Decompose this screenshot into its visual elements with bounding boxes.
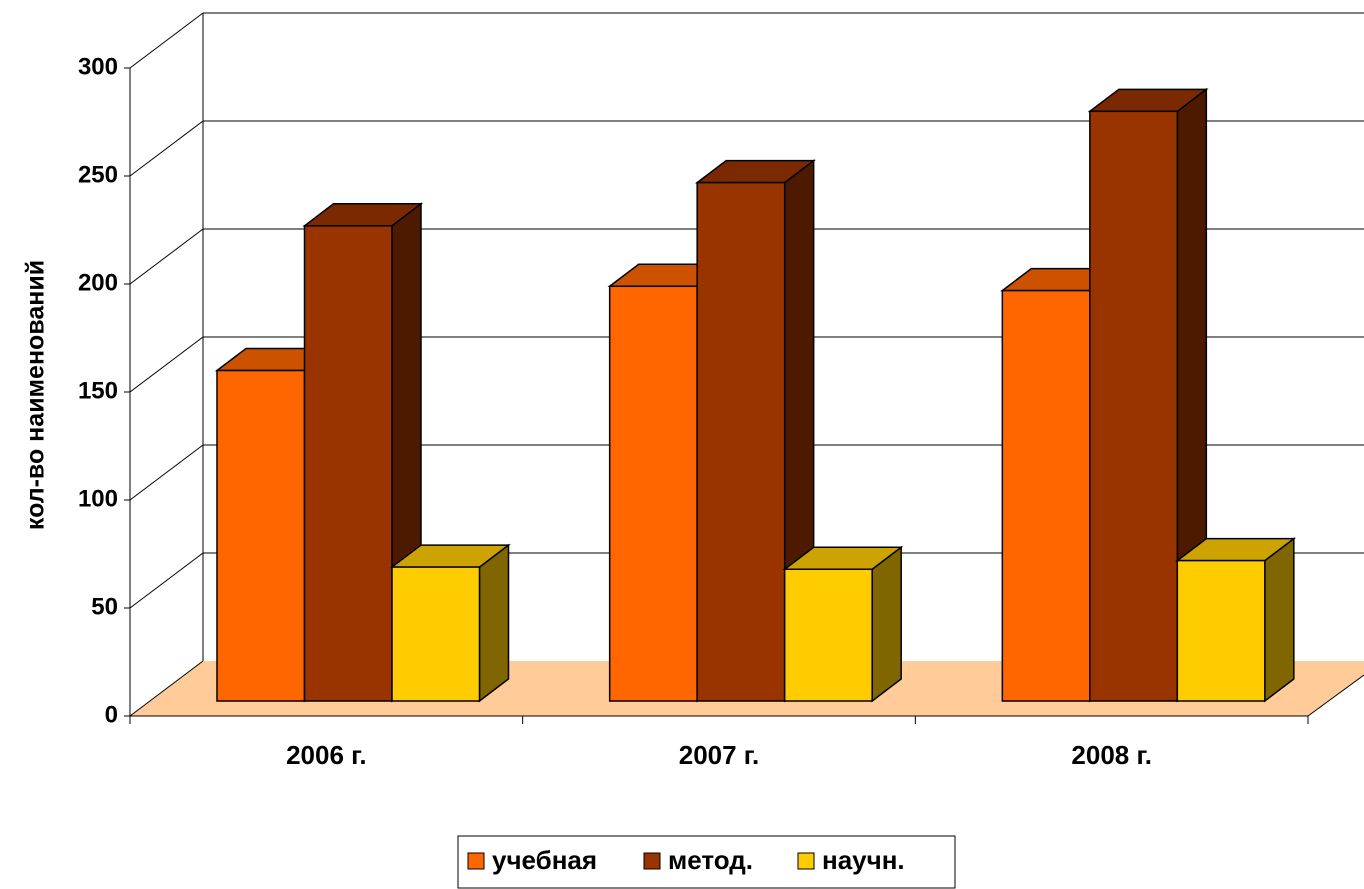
x-tick-label: 2007 г. — [679, 740, 760, 770]
bar — [782, 545, 904, 703]
bar-front — [608, 285, 698, 702]
grid-line — [129, 120, 204, 177]
y-tick-label: 100 — [78, 485, 118, 512]
bar-side — [871, 545, 902, 703]
legend-swatch — [643, 852, 661, 870]
y-tick-label: 250 — [78, 161, 118, 188]
legend-box — [457, 835, 956, 889]
legend-swatch — [467, 852, 485, 870]
y-tick-label: 300 — [78, 53, 118, 80]
grid-line — [129, 228, 204, 285]
bar-front — [391, 566, 481, 702]
bar-front — [783, 568, 873, 702]
grid-line — [129, 552, 204, 609]
bar-side — [478, 543, 510, 703]
bar-front — [1001, 289, 1091, 702]
grid-line — [129, 660, 204, 717]
bar — [1175, 537, 1297, 703]
bar-front — [696, 181, 786, 702]
y-axis-label: кол-во наименований — [22, 260, 50, 530]
bar-front — [1089, 110, 1179, 702]
legend-label: научн. — [822, 845, 905, 875]
bar-side — [1264, 537, 1295, 703]
x-tick-label: 2006 г. — [286, 740, 367, 770]
bar — [389, 543, 511, 703]
x-tick-label: 2008 г. — [1071, 740, 1152, 770]
bar — [1087, 87, 1209, 703]
bar-front — [1176, 559, 1266, 702]
floor-edge — [1307, 674, 1364, 717]
legend-label: метод. — [668, 845, 753, 875]
y-tick-label: 200 — [78, 269, 118, 296]
bar-front — [303, 225, 393, 702]
grid-line — [129, 336, 204, 393]
bar-front — [216, 369, 306, 702]
y-tick-label: 50 — [91, 593, 118, 620]
legend-label: учебная — [492, 845, 597, 875]
grid-line — [129, 12, 204, 69]
y-tick-label: 0 — [105, 701, 118, 728]
legend-swatch — [797, 852, 815, 870]
grid-line — [129, 444, 204, 501]
y-tick-label: 150 — [78, 377, 118, 404]
